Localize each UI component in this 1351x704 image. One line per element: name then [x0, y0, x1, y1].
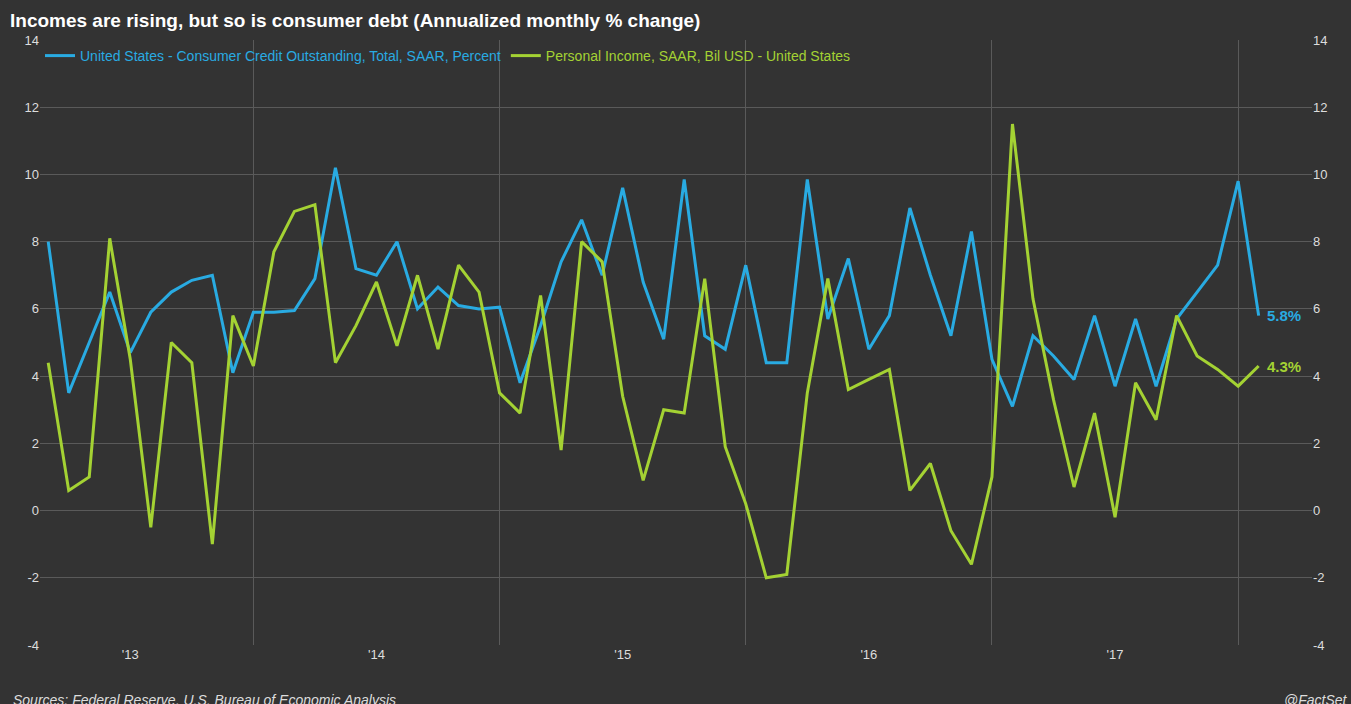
svg-text:2: 2: [1313, 436, 1320, 451]
svg-text:United States - Consumer Credi: United States - Consumer Credit Outstand…: [80, 48, 501, 64]
svg-text:0: 0: [1313, 503, 1320, 518]
svg-text:5.8%: 5.8%: [1267, 307, 1301, 324]
svg-text:12: 12: [25, 100, 39, 115]
svg-text:8: 8: [1313, 234, 1320, 249]
svg-text:8: 8: [32, 234, 39, 249]
svg-text:-4: -4: [1313, 638, 1325, 653]
svg-text:'13: '13: [122, 647, 139, 662]
svg-text:10: 10: [1313, 167, 1327, 182]
svg-text:Personal Income, SAAR, Bil USD: Personal Income, SAAR, Bil USD - United …: [546, 48, 850, 64]
svg-text:0: 0: [32, 503, 39, 518]
svg-text:14: 14: [25, 33, 39, 48]
svg-text:12: 12: [1313, 100, 1327, 115]
svg-text:6: 6: [32, 301, 39, 316]
svg-text:10: 10: [25, 167, 39, 182]
svg-text:'17: '17: [1107, 647, 1124, 662]
svg-text:-4: -4: [27, 638, 39, 653]
svg-text:14: 14: [1313, 33, 1327, 48]
svg-text:4.3%: 4.3%: [1267, 358, 1301, 375]
svg-text:Sources: Federal Reserve, U.S.: Sources: Federal Reserve, U.S. Bureau of…: [13, 692, 396, 704]
svg-text:-2: -2: [1313, 570, 1325, 585]
svg-text:Incomes are rising, but so is: Incomes are rising, but so is consumer d…: [10, 10, 700, 31]
svg-text:4: 4: [1313, 369, 1320, 384]
svg-text:6: 6: [1313, 301, 1320, 316]
svg-text:'16: '16: [860, 647, 877, 662]
svg-text:-2: -2: [27, 570, 39, 585]
svg-text:4: 4: [32, 369, 39, 384]
svg-text:'14: '14: [368, 647, 385, 662]
svg-text:@FactSet: @FactSet: [1284, 692, 1348, 704]
svg-text:'15: '15: [614, 647, 631, 662]
svg-text:2: 2: [32, 436, 39, 451]
